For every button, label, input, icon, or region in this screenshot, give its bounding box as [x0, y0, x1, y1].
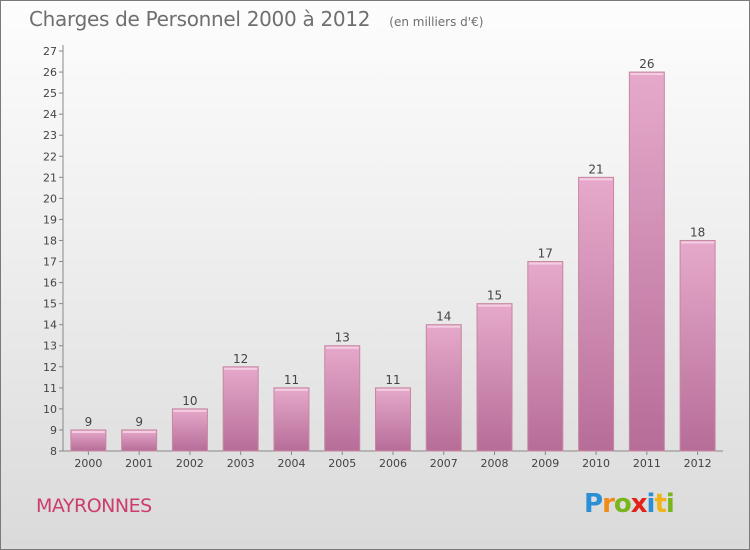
bar	[222, 366, 259, 452]
bar	[578, 176, 615, 452]
bar-highlight	[224, 367, 258, 370]
bars: 9 9 10 12 11 13 11 14 15 17 21 26 18	[70, 57, 716, 452]
bar-highlight	[122, 430, 156, 433]
bar	[527, 261, 564, 452]
bar	[679, 239, 716, 452]
title-row: Charges de Personnel 2000 à 2012 (en mil…	[29, 7, 483, 31]
logo-letter: P	[584, 489, 603, 519]
y-tick-label: 16	[43, 277, 57, 290]
x-tick-label: 2010	[582, 457, 610, 470]
bar-highlight	[478, 304, 512, 307]
bar-value-label: 12	[233, 352, 248, 366]
bar-highlight	[274, 388, 308, 391]
bar-value-label: 18	[690, 225, 705, 239]
x-tick-label: 2002	[176, 457, 204, 470]
y-tick-label: 27	[43, 45, 57, 58]
bar-highlight	[528, 262, 562, 265]
x-tick-label: 2001	[125, 457, 153, 470]
logo-letter: o	[613, 489, 632, 519]
bar-value-label: 15	[487, 289, 502, 303]
y-tick-label: 17	[43, 256, 57, 269]
y-tick-label: 9	[50, 424, 57, 437]
bar-value-label: 11	[284, 373, 299, 387]
bar-value-label: 9	[135, 415, 143, 429]
x-tick-label: 2006	[379, 457, 407, 470]
bar-highlight	[325, 346, 359, 349]
bar-value-label: 21	[588, 162, 603, 176]
bar-highlight	[173, 409, 207, 412]
bar	[476, 303, 513, 452]
bar-value-label: 10	[182, 394, 197, 408]
chart-title: Charges de Personnel 2000 à 2012	[29, 7, 371, 31]
y-tick-label: 15	[43, 298, 57, 311]
bar-highlight	[427, 325, 461, 328]
x-tick-label: 2008	[481, 457, 509, 470]
bar-value-label: 14	[436, 310, 451, 324]
bar	[121, 429, 158, 452]
logo-letter: t	[654, 489, 666, 519]
bar-value-label: 13	[335, 331, 350, 345]
logo-letter: i	[665, 489, 675, 519]
x-tick-label: 2011	[633, 457, 661, 470]
y-tick-label: 22	[43, 150, 57, 163]
y-tick-label: 25	[43, 87, 57, 100]
bar-value-label: 9	[85, 415, 93, 429]
y-tick-label: 23	[43, 129, 57, 142]
bar-highlight	[630, 73, 664, 76]
logo-letter: i	[646, 489, 656, 519]
bar-highlight	[376, 388, 410, 391]
logo-letter: r	[602, 489, 615, 519]
bar-value-label: 26	[639, 57, 654, 71]
logo-letter: x	[630, 489, 648, 519]
bar	[425, 324, 462, 452]
y-tick-label: 12	[43, 361, 57, 374]
y-tick-label: 8	[50, 445, 57, 458]
bar	[171, 408, 208, 452]
chart-subtitle: (en milliers d'€)	[389, 15, 484, 29]
x-tick-label: 2003	[227, 457, 255, 470]
bar	[70, 429, 107, 452]
y-tick-label: 10	[43, 403, 57, 416]
commune-name: MAYRONNES	[36, 495, 152, 517]
bar	[375, 387, 411, 452]
proxiti-logo[interactable]: Proxiti	[584, 489, 675, 519]
x-tick-label: 2000	[74, 457, 102, 470]
bar	[273, 387, 310, 452]
y-tick-label: 24	[43, 108, 57, 121]
y-tick-label: 21	[43, 171, 57, 184]
y-tick-label: 19	[43, 213, 57, 226]
bar-highlight	[71, 430, 105, 433]
bar-value-label: 11	[385, 373, 400, 387]
bar-highlight	[681, 241, 715, 244]
axes: 8 9 10 11 12 13 14 15 16 17 18 19 20 21 22 23 24 25 26 27 20…	[43, 45, 723, 470]
y-tick-label: 11	[43, 382, 57, 395]
y-tick-label: 13	[43, 340, 57, 353]
x-tick-label: 2005	[328, 457, 356, 470]
x-tick-label: 2012	[684, 457, 712, 470]
bar-highlight	[579, 178, 613, 181]
x-tick-label: 2004	[277, 457, 305, 470]
y-tick-label: 18	[43, 234, 57, 247]
bar-value-label: 17	[538, 247, 553, 261]
bar	[628, 71, 665, 452]
y-tick-label: 26	[43, 66, 57, 79]
x-tick-label: 2007	[430, 457, 458, 470]
x-tick-label: 2009	[531, 457, 559, 470]
y-tick-label: 14	[43, 319, 57, 332]
y-tick-label: 20	[43, 192, 57, 205]
bar	[324, 345, 361, 452]
